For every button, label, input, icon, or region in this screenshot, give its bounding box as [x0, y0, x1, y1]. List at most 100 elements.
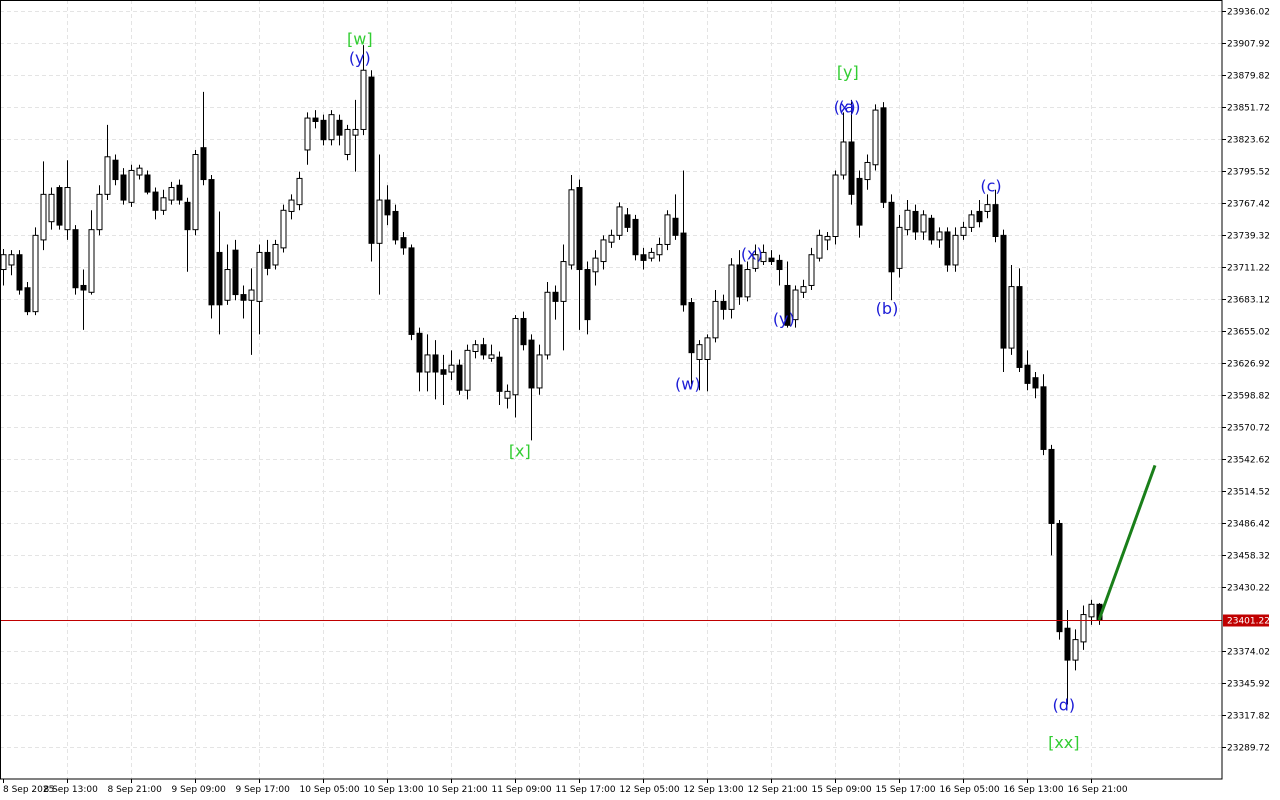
candle-body — [320, 119, 327, 141]
x-tick-label: 10 Sep 21:00 — [428, 785, 488, 795]
candle-body — [232, 249, 239, 296]
candle-body — [248, 289, 255, 301]
candle-body — [1040, 386, 1047, 450]
candle-body — [952, 234, 959, 266]
candle-body — [216, 251, 223, 306]
candle-body — [792, 289, 799, 321]
y-tick-label: 23458.32 — [1227, 552, 1270, 562]
candle-body — [832, 174, 839, 237]
candle-body — [416, 332, 423, 373]
wave-label: [xx] — [1048, 733, 1079, 752]
wave-label: (x) — [834, 98, 856, 117]
candle-body — [112, 159, 119, 181]
y-tick-label: 23374.02 — [1227, 648, 1270, 658]
wave-label: [w] — [347, 29, 373, 48]
y-tick-label: 23345.92 — [1227, 680, 1270, 690]
candle-body — [840, 141, 847, 176]
candle-body — [920, 214, 927, 233]
candle-body — [704, 337, 711, 360]
forecast-line — [1097, 464, 1157, 621]
candle-body — [328, 114, 335, 141]
wave-label: (b) — [876, 299, 899, 318]
candle-body — [512, 317, 519, 396]
candle-body — [592, 257, 599, 273]
candle-body — [24, 287, 31, 313]
candle-body — [488, 354, 495, 359]
y-tick-label: 23317.82 — [1227, 712, 1270, 722]
candle-body — [368, 76, 375, 244]
candle-body — [752, 254, 759, 269]
x-tick-label: 16 Sep 13:00 — [1004, 785, 1064, 795]
candle-body — [736, 264, 743, 298]
candle-body — [496, 356, 503, 392]
candle-body — [472, 344, 479, 353]
candle-body — [208, 179, 215, 306]
candle-body — [712, 300, 719, 339]
y-tick-label: 23795.52 — [1227, 168, 1270, 178]
candle-body — [448, 364, 455, 373]
candle-body — [432, 354, 439, 373]
x-tick-label: 8 Sep 13:00 — [44, 785, 99, 795]
candle-body — [152, 191, 159, 211]
candle-body — [656, 243, 663, 256]
candle-body — [720, 300, 727, 310]
x-tick-label: 9 Sep 09:00 — [172, 785, 227, 795]
y-tick-label: 23486.42 — [1227, 520, 1270, 530]
y-tick-label: 23711.22 — [1227, 264, 1270, 274]
y-tick-label: 23598.82 — [1227, 392, 1270, 402]
candle-body — [608, 234, 615, 243]
candle-body — [872, 109, 879, 166]
wave-label: [y] — [837, 62, 859, 81]
candle-body — [1072, 639, 1079, 661]
candle-body — [1056, 522, 1063, 633]
candle-body — [128, 169, 135, 203]
y-tick-label: 23879.82 — [1227, 72, 1270, 82]
candle-body — [536, 354, 543, 389]
candle-body — [696, 344, 703, 360]
candle-body — [168, 187, 175, 201]
wave-label: (c) — [980, 176, 1001, 195]
candle-body — [0, 254, 7, 271]
y-tick-label: 23626.92 — [1227, 360, 1270, 370]
candle-body — [648, 251, 655, 259]
candle-body — [56, 187, 63, 226]
candle-body — [1016, 286, 1023, 368]
candle-body — [384, 199, 391, 216]
candle-body — [672, 217, 679, 236]
candle-body — [456, 364, 463, 391]
candle-body — [40, 193, 47, 241]
candle-body — [464, 349, 471, 391]
plot-area: [w](y)[x](w)(x)(y)[y](x)(a)(b)(c)(d)[xx] — [0, 29, 1222, 752]
candle-body — [616, 206, 623, 236]
candle-body — [800, 286, 807, 293]
candle-body — [632, 218, 639, 256]
candle-body — [8, 254, 15, 266]
x-tick-label: 11 Sep 17:00 — [556, 785, 616, 795]
candle-body — [1080, 614, 1087, 643]
wave-label: (d) — [1052, 696, 1075, 715]
wave-label: (w) — [675, 374, 701, 393]
candle-body — [600, 239, 607, 263]
candle-body — [1032, 377, 1039, 389]
candle-body — [120, 174, 127, 201]
candle-body — [104, 156, 111, 195]
candle-body — [576, 187, 583, 271]
candle-body — [280, 209, 287, 249]
y-tick-label: 23570.72 — [1227, 424, 1270, 434]
candle-body — [968, 214, 975, 228]
candle-body — [296, 177, 303, 206]
y-tick-label: 23739.32 — [1227, 232, 1270, 242]
candle-body — [584, 269, 591, 321]
y-tick-label: 23289.72 — [1227, 744, 1270, 754]
wave-label: (y) — [773, 309, 795, 328]
x-tick-label: 9 Sep 17:00 — [236, 785, 291, 795]
candle-body — [992, 204, 999, 237]
candle-body — [336, 119, 343, 136]
axes: 23936.02 23907.92 23879.82 23851.72 23823.62… — [3, 8, 1270, 795]
candle-body — [72, 229, 79, 289]
y-tick-label: 23767.42 — [1227, 200, 1270, 210]
candle-body — [688, 302, 695, 354]
candle-body — [360, 69, 367, 130]
